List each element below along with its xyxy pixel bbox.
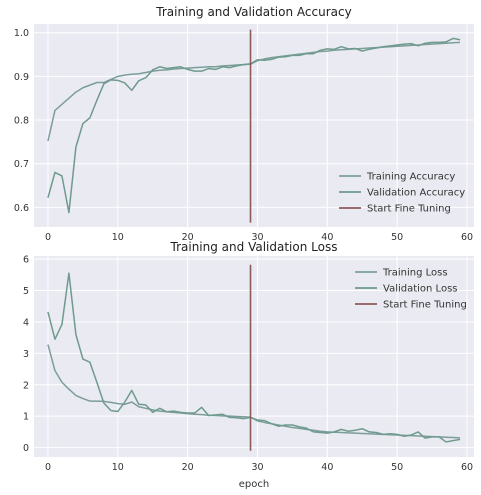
accuracy-y-tick-label: 0.6 [14, 203, 29, 214]
accuracy-y-tick-label: 0.7 [14, 159, 29, 170]
loss-y-tick-label: 0 [23, 443, 29, 454]
loss-legend-label-validation-loss: Validation Loss [383, 284, 458, 295]
accuracy-ticks: 0 10 20 30 40 50 60 0.6 0.7 0.8 0.9 1.0 [14, 28, 473, 243]
loss-x-tick-label: 0 [45, 462, 51, 473]
loss-y-tick-label: 5 [23, 286, 29, 297]
accuracy-y-tick-label: 0.8 [14, 116, 29, 127]
accuracy-legend-label-validation-accuracy: Validation Accuracy [367, 188, 465, 199]
loss-x-tick-label: 40 [321, 462, 333, 473]
loss-gridlines [34, 256, 474, 457]
loss-x-axis-label: epoch [239, 479, 269, 490]
loss-chart: 0 10 20 30 40 50 60 0 1 2 3 4 5 6 Training and Valida… [23, 240, 474, 490]
loss-series-layer [47, 264, 461, 451]
loss-plot-area [34, 256, 474, 457]
loss-legend-label-start-fine-tuning: Start Fine Tuning [383, 300, 467, 311]
loss-y-tick-label: 6 [23, 255, 29, 266]
accuracy-x-tick-label: 60 [461, 232, 473, 243]
loss-x-tick-label: 20 [182, 462, 194, 473]
loss-y-tick-label: 4 [23, 317, 29, 328]
accuracy-x-tick-label: 50 [391, 232, 403, 243]
accuracy-x-tick-label: 30 [251, 232, 263, 243]
accuracy-chart-title: Training and Validation Accuracy [155, 5, 351, 19]
loss-x-tick-label: 30 [251, 462, 263, 473]
accuracy-y-tick-label: 1.0 [14, 28, 29, 39]
loss-series-validation-loss [47, 272, 461, 443]
loss-x-tick-label: 50 [391, 462, 403, 473]
accuracy-legend: Training Accuracy Validation Accuracy Star… [339, 172, 465, 215]
loss-y-tick-label: 1 [23, 412, 29, 423]
loss-ticks: 0 10 20 30 40 50 60 0 1 2 3 4 5 6 [23, 255, 473, 473]
accuracy-x-tick-label: 10 [112, 232, 124, 243]
loss-legend-label-training-loss: Training Loss [382, 268, 448, 279]
loss-legend: Training Loss Validation Loss Start Fine T… [355, 268, 467, 311]
loss-x-tick-label: 60 [461, 462, 473, 473]
accuracy-series-validation-accuracy [47, 37, 461, 214]
loss-y-tick-label: 2 [23, 380, 29, 391]
loss-chart-title: Training and Validation Loss [170, 240, 338, 254]
accuracy-plot-area [34, 24, 474, 227]
accuracy-x-tick-label: 20 [182, 232, 194, 243]
accuracy-legend-label-start-fine-tuning: Start Fine Tuning [367, 204, 451, 215]
accuracy-legend-label-training-accuracy: Training Accuracy [366, 172, 455, 183]
accuracy-gridlines [34, 24, 474, 227]
accuracy-series-layer [47, 29, 461, 223]
accuracy-x-tick-label: 40 [321, 232, 333, 243]
accuracy-y-tick-label: 0.9 [14, 72, 29, 83]
loss-x-tick-label: 10 [112, 462, 124, 473]
loss-y-tick-label: 3 [23, 349, 29, 360]
accuracy-chart: 0 10 20 30 40 50 60 0.6 0.7 0.8 0.9 1.0 Training an… [14, 5, 474, 243]
accuracy-x-tick-label: 0 [45, 232, 51, 243]
